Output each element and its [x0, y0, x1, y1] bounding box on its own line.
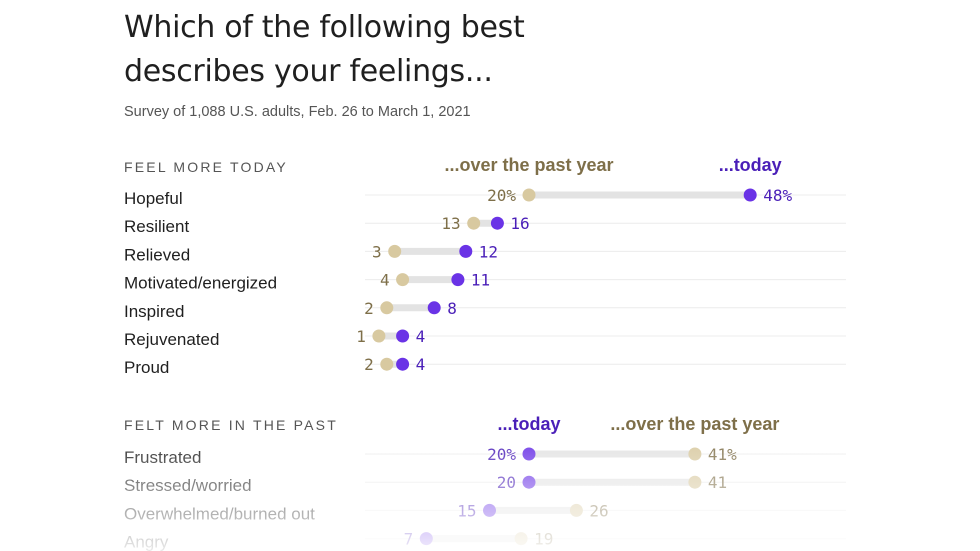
row-label: Rejuvenated: [124, 330, 219, 349]
row-label: Motivated/energized: [124, 274, 277, 293]
value-label-today: 4: [416, 327, 426, 346]
row-label: Overwhelmed/burned out: [124, 504, 315, 523]
value-label-today: 12: [479, 242, 498, 261]
value-label-past-year: 41: [708, 473, 727, 492]
header-past-year: ...over the past year: [610, 414, 779, 434]
dot-past-year: [522, 188, 536, 202]
value-label-past-year: 41%: [708, 445, 737, 464]
value-label-today: 11: [471, 271, 490, 290]
value-label-past-year: 26: [589, 501, 608, 520]
value-label-today: 15: [457, 501, 476, 520]
dot-past-year: [688, 447, 702, 461]
row-label: Angry: [124, 533, 169, 551]
dot-past-year: [569, 503, 583, 517]
value-label-today: 4: [416, 355, 426, 374]
chart-title: Which of the following best describes yo…: [124, 10, 525, 89]
value-label-past-year: 1: [356, 327, 366, 346]
dot-today: [743, 188, 757, 202]
dot-past-year: [388, 244, 402, 258]
value-label-past-year: 3: [372, 242, 382, 261]
dot-past-year: [380, 357, 394, 371]
dot-today: [419, 532, 433, 546]
dot-past-year: [514, 532, 528, 546]
row-label: Relieved: [124, 245, 190, 264]
dot-today: [427, 301, 441, 315]
value-label-today: 8: [447, 299, 457, 318]
dot-today: [459, 244, 473, 258]
dot-today: [522, 475, 536, 489]
header-today: ...today: [497, 414, 560, 434]
value-label-today: 7: [404, 530, 414, 549]
row-label: Frustrated: [124, 448, 201, 467]
dot-past-year: [467, 216, 481, 230]
value-label-today: 20: [497, 473, 516, 492]
section-label: FELT MORE IN THE PAST: [124, 417, 338, 433]
dot-today: [490, 216, 504, 230]
dot-today: [522, 447, 536, 461]
row-label: Inspired: [124, 302, 184, 321]
dot-today: [396, 329, 410, 343]
value-label-today: 20%: [487, 445, 516, 464]
chart-subtitle: Survey of 1,088 U.S. adults, Feb. 26 to …: [124, 104, 471, 120]
dot-today: [451, 273, 465, 287]
row-label: Stressed/worried: [124, 476, 252, 495]
dot-today: [483, 503, 496, 517]
value-label-today: 16: [510, 214, 529, 233]
value-label-today: 48%: [763, 186, 792, 205]
dot-past-year: [396, 273, 410, 287]
value-label-past-year: 20%: [487, 186, 516, 205]
value-label-past-year: 4: [380, 271, 390, 290]
value-label-past-year: 2: [364, 299, 374, 318]
row-label: Proud: [124, 358, 169, 377]
dot-past-year: [688, 475, 702, 489]
dot-past-year: [380, 301, 394, 315]
dot-past-year: [372, 329, 386, 343]
value-label-past-year: 19: [534, 530, 553, 549]
dot-today: [396, 357, 410, 371]
value-label-past-year: 13: [441, 214, 460, 233]
header-today: ...today: [719, 155, 782, 175]
value-label-past-year: 2: [364, 355, 374, 374]
section-label: FEEL MORE TODAY: [124, 159, 288, 175]
row-label: Resilient: [124, 217, 189, 236]
row-label: Hopeful: [124, 189, 183, 208]
header-past-year: ...over the past year: [444, 155, 613, 175]
